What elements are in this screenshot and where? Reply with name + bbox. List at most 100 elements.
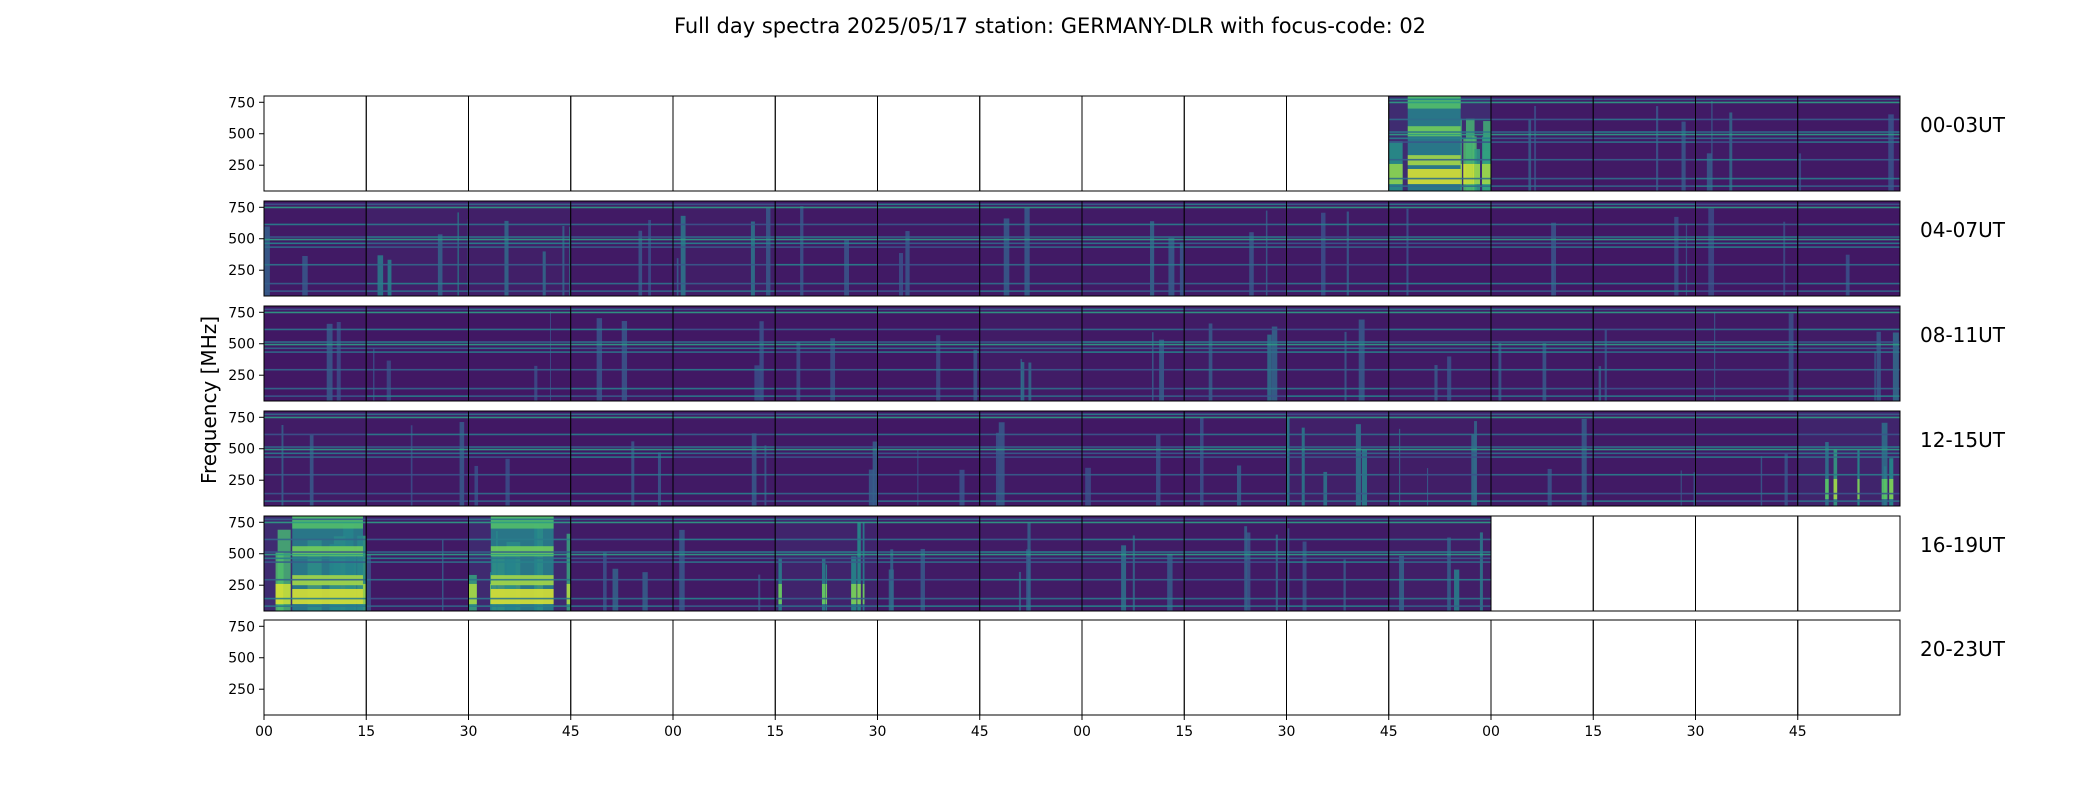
spectra-row: 250 500 750 12-15UT bbox=[228, 410, 2006, 507]
rfi-line bbox=[1593, 282, 1696, 285]
rfi-line bbox=[877, 282, 980, 285]
rfi-line bbox=[264, 597, 367, 600]
spectrum-panel bbox=[1081, 200, 1185, 297]
burst-band bbox=[1465, 118, 1475, 191]
rfi-line bbox=[570, 236, 673, 238]
spectrum-background bbox=[366, 201, 469, 296]
rfi-line bbox=[1082, 238, 1185, 241]
rfi-line bbox=[979, 343, 1082, 346]
burst-band bbox=[1121, 545, 1127, 611]
burst-band bbox=[1454, 569, 1460, 611]
rfi-line bbox=[1593, 223, 1696, 226]
rfi-line bbox=[1082, 605, 1185, 607]
rfi-line bbox=[468, 597, 571, 600]
burst-band bbox=[1018, 571, 1021, 611]
panel-frame bbox=[1797, 305, 1901, 402]
rfi-line bbox=[1388, 236, 1491, 238]
rfi-line bbox=[1388, 238, 1491, 241]
rfi-line bbox=[877, 341, 980, 343]
rfi-line bbox=[468, 518, 571, 521]
rfi-line bbox=[1388, 133, 1491, 136]
rfi-line bbox=[264, 416, 367, 419]
rfi-line bbox=[1184, 448, 1287, 451]
burst-core bbox=[1460, 163, 1462, 185]
rfi-line bbox=[264, 446, 367, 448]
spectrum-background bbox=[775, 201, 878, 296]
rfi-line bbox=[468, 561, 571, 563]
rfi-line bbox=[468, 341, 571, 343]
rfi-line bbox=[1082, 206, 1185, 209]
rfi-line bbox=[1388, 328, 1491, 331]
y-tick-label: 500 bbox=[228, 547, 255, 563]
spectrum-panel bbox=[1695, 305, 1799, 402]
burst-band bbox=[1302, 541, 1307, 611]
burst-band bbox=[1474, 421, 1477, 506]
rfi-line bbox=[468, 351, 571, 353]
rfi-line bbox=[264, 246, 367, 248]
burst-band bbox=[1542, 343, 1547, 401]
rfi-line bbox=[1184, 206, 1287, 209]
rfi-line bbox=[979, 456, 1082, 458]
burst-core bbox=[857, 583, 861, 605]
rfi-line bbox=[1388, 347, 1491, 350]
burst-band bbox=[1244, 526, 1248, 611]
burst-core bbox=[1474, 163, 1481, 185]
rfi-line bbox=[1082, 597, 1185, 600]
rfi-line bbox=[570, 561, 673, 563]
rfi-line bbox=[264, 242, 367, 245]
rfi-line bbox=[366, 605, 469, 607]
rfi-line bbox=[979, 448, 1082, 451]
burst-band bbox=[1361, 449, 1367, 506]
burst-band bbox=[1246, 532, 1251, 611]
y-tick-label: 250 bbox=[228, 682, 255, 698]
burst-band bbox=[1846, 259, 1850, 296]
burst-core bbox=[1857, 478, 1860, 500]
burst-band bbox=[336, 321, 341, 401]
rfi-line bbox=[775, 473, 878, 476]
rfi-line bbox=[673, 416, 776, 419]
rfi-line bbox=[877, 242, 980, 245]
row-time-label: 08-11UT bbox=[1920, 323, 2006, 347]
rfi-line bbox=[673, 456, 776, 458]
rfi-line bbox=[264, 605, 367, 607]
rfi-line bbox=[468, 223, 571, 226]
panel-frame bbox=[1797, 619, 1901, 716]
rfi-line bbox=[366, 452, 469, 455]
rfi-line bbox=[1797, 456, 1900, 458]
burst-core bbox=[1833, 478, 1838, 500]
rfi-line bbox=[570, 343, 673, 346]
burst-band bbox=[566, 533, 571, 611]
spectrum-panel bbox=[979, 95, 1083, 192]
rfi-line bbox=[877, 311, 980, 314]
rfi-line bbox=[877, 492, 980, 495]
rfi-line bbox=[1184, 328, 1287, 331]
rfi-line bbox=[468, 551, 571, 553]
spectrum-panel bbox=[1183, 619, 1287, 716]
rfi-line bbox=[1797, 446, 1900, 448]
rfi-line bbox=[1695, 368, 1798, 371]
rfi-line bbox=[775, 206, 878, 209]
rfi-line bbox=[673, 246, 776, 248]
rfi-line bbox=[979, 578, 1082, 581]
spectrum-background bbox=[775, 411, 878, 506]
burst-band bbox=[326, 323, 333, 401]
burst-band bbox=[569, 226, 571, 296]
burst-core bbox=[851, 583, 857, 605]
burst-core bbox=[1825, 478, 1829, 500]
rfi-line bbox=[1082, 223, 1185, 226]
panel-frame bbox=[1592, 619, 1696, 716]
rfi-line bbox=[1082, 456, 1185, 458]
x-tick-label: 45 bbox=[1789, 724, 1807, 740]
rfi-line bbox=[775, 416, 878, 419]
rfi-line bbox=[1184, 416, 1287, 419]
rfi-line bbox=[366, 433, 469, 436]
rfi-line bbox=[1491, 343, 1594, 346]
rfi-line bbox=[1491, 368, 1594, 371]
rfi-line bbox=[979, 206, 1082, 209]
rfi-line bbox=[1286, 343, 1389, 346]
y-tick-label: 250 bbox=[228, 578, 255, 594]
rfi-line bbox=[673, 492, 776, 495]
rfi-line bbox=[264, 456, 367, 458]
wideband-stripe bbox=[292, 588, 363, 605]
rfi-line bbox=[570, 452, 673, 455]
